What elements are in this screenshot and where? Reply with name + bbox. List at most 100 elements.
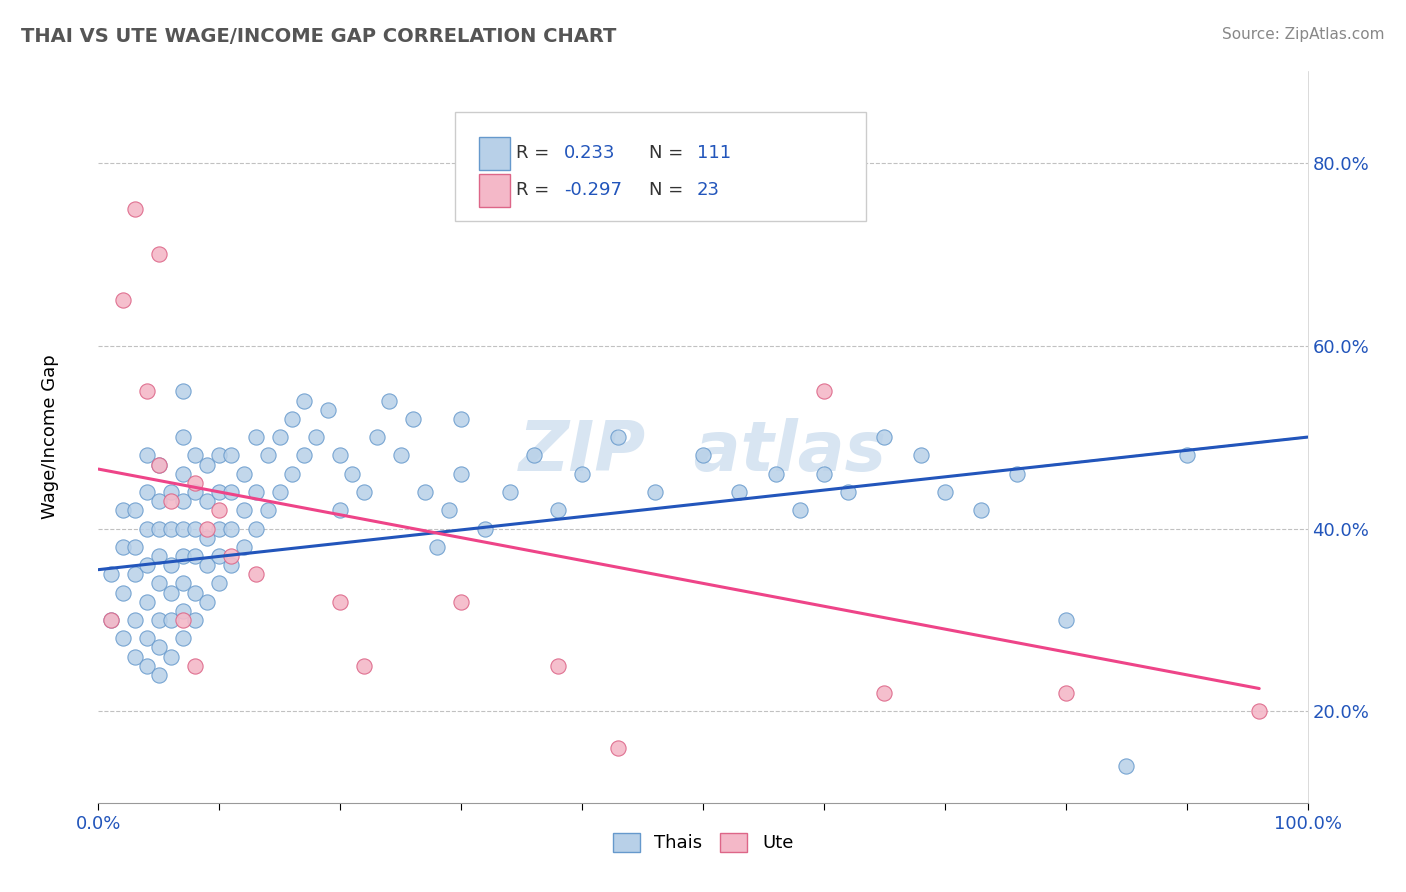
Point [111, 632, 134, 646]
Point [437, 503, 460, 517]
Point [910, 448, 932, 462]
Point [245, 485, 267, 500]
Point [1249, 705, 1271, 719]
Point [245, 430, 267, 444]
Point [148, 521, 170, 535]
Point [184, 613, 207, 627]
Point [184, 475, 207, 490]
Point [124, 540, 146, 554]
Point [366, 430, 388, 444]
FancyBboxPatch shape [456, 112, 866, 221]
Point [172, 549, 194, 563]
Point [316, 402, 339, 417]
Point [692, 448, 714, 462]
Point [172, 632, 194, 646]
Text: -0.297: -0.297 [564, 181, 621, 199]
Text: 111: 111 [697, 145, 731, 162]
Point [111, 293, 134, 307]
Point [256, 448, 278, 462]
Point [184, 485, 207, 500]
Point [148, 494, 170, 508]
Point [124, 649, 146, 664]
Point [135, 521, 157, 535]
Text: N =: N = [648, 145, 689, 162]
Point [813, 384, 835, 399]
Point [111, 585, 134, 599]
Point [1115, 759, 1137, 773]
Point [148, 613, 170, 627]
Point [221, 448, 243, 462]
Point [208, 448, 231, 462]
Point [172, 384, 194, 399]
Point [184, 585, 207, 599]
Point [124, 613, 146, 627]
Point [221, 485, 243, 500]
Legend: Thais, Ute: Thais, Ute [606, 826, 800, 860]
Point [232, 540, 254, 554]
Point [148, 247, 170, 261]
Point [208, 485, 231, 500]
Point [256, 503, 278, 517]
Point [172, 604, 194, 618]
Point [208, 503, 231, 517]
Point [873, 430, 896, 444]
Point [450, 412, 472, 426]
Point [644, 485, 666, 500]
Point [402, 412, 425, 426]
Point [450, 467, 472, 481]
Text: Source: ZipAtlas.com: Source: ZipAtlas.com [1222, 27, 1385, 42]
Point [281, 412, 304, 426]
Point [813, 467, 835, 481]
Point [208, 549, 231, 563]
FancyBboxPatch shape [479, 137, 509, 170]
Point [124, 567, 146, 582]
Point [148, 576, 170, 591]
Point [607, 740, 630, 755]
Point [111, 540, 134, 554]
Point [124, 202, 146, 216]
Point [184, 521, 207, 535]
Point [160, 613, 183, 627]
Point [305, 430, 328, 444]
Point [523, 448, 546, 462]
Point [172, 613, 194, 627]
Point [160, 521, 183, 535]
Point [450, 594, 472, 608]
Point [148, 458, 170, 472]
Point [329, 448, 352, 462]
Point [124, 503, 146, 517]
Point [160, 494, 183, 508]
Point [353, 658, 375, 673]
Point [184, 549, 207, 563]
Point [934, 485, 956, 500]
Point [765, 467, 787, 481]
Point [1175, 448, 1198, 462]
Point [195, 458, 218, 472]
Point [873, 686, 896, 700]
Point [100, 613, 122, 627]
Point [245, 567, 267, 582]
Text: N =: N = [648, 181, 689, 199]
Point [135, 658, 157, 673]
Point [269, 485, 291, 500]
Point [195, 558, 218, 573]
Point [389, 448, 412, 462]
Point [160, 585, 183, 599]
Point [160, 558, 183, 573]
Point [172, 467, 194, 481]
Point [221, 549, 243, 563]
Point [245, 521, 267, 535]
Text: 0.233: 0.233 [564, 145, 616, 162]
Point [172, 430, 194, 444]
Point [100, 613, 122, 627]
FancyBboxPatch shape [479, 174, 509, 207]
Point [281, 467, 304, 481]
Text: R =: R = [516, 145, 554, 162]
Point [135, 485, 157, 500]
Point [377, 393, 399, 408]
Point [135, 384, 157, 399]
Point [172, 494, 194, 508]
Point [1054, 686, 1077, 700]
Text: ZIP  atlas: ZIP atlas [519, 418, 887, 485]
Point [498, 485, 520, 500]
